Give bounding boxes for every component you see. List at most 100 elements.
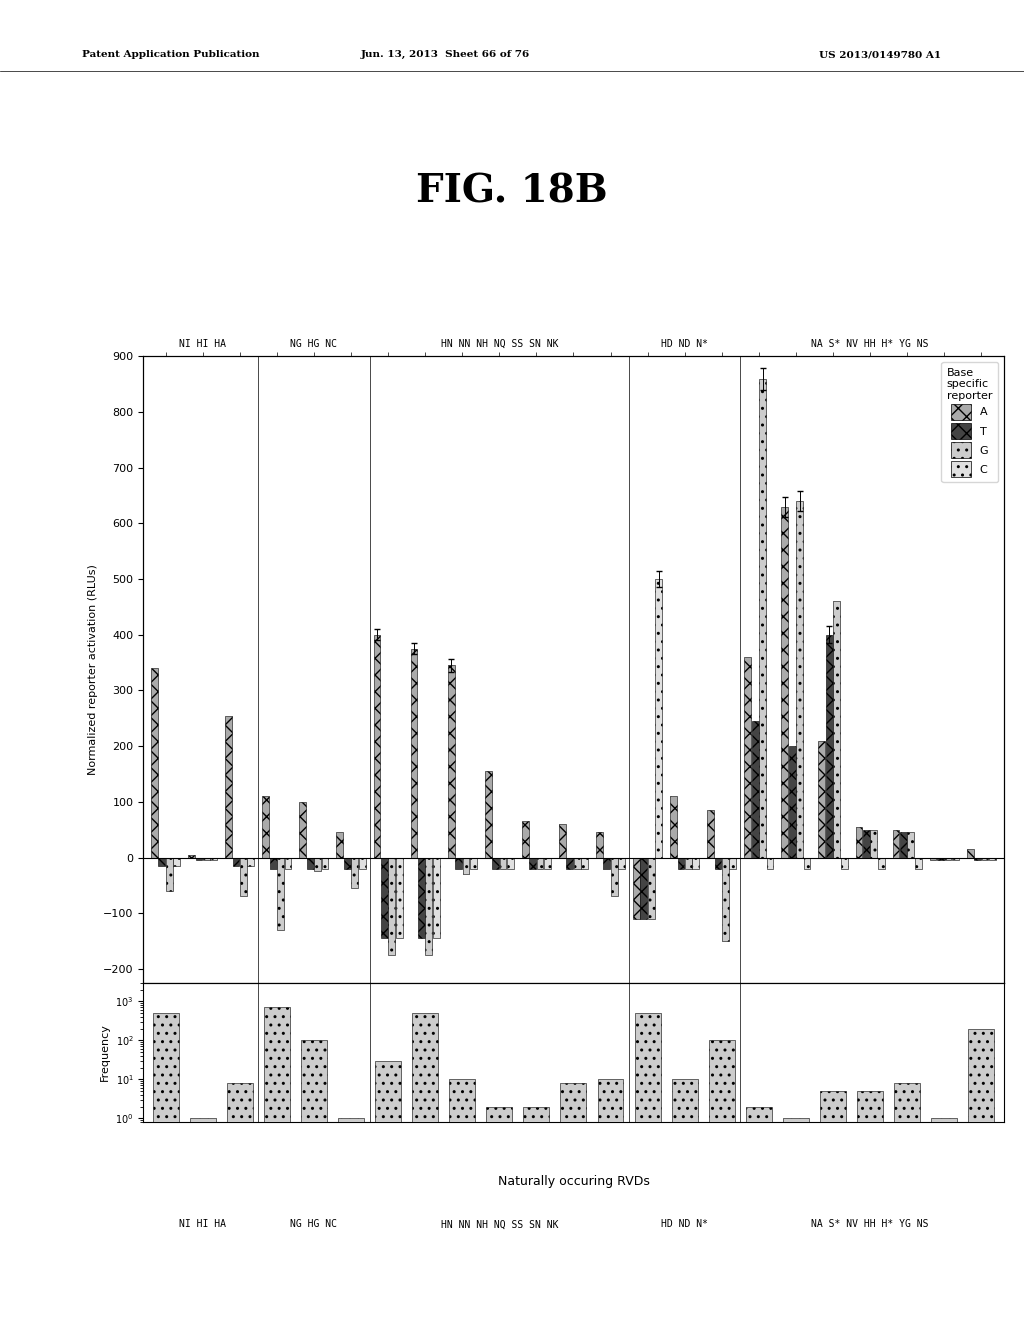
Bar — [537, 858, 544, 869]
Bar — [900, 833, 907, 858]
Bar — [173, 858, 180, 866]
Bar — [729, 858, 736, 869]
Bar — [834, 602, 840, 858]
Bar — [418, 858, 425, 939]
Bar — [225, 715, 232, 858]
Text: NA S* NV HH H* YG NS: NA S* NV HH H* YG NS — [811, 1220, 929, 1229]
Bar — [618, 858, 625, 869]
Bar — [857, 1092, 883, 1320]
Text: Naturally occuring RVDs: Naturally occuring RVDs — [498, 1175, 649, 1188]
Bar — [358, 858, 366, 869]
Text: Jun. 13, 2013  Sheet 66 of 76: Jun. 13, 2013 Sheet 66 of 76 — [360, 50, 530, 59]
Bar — [337, 833, 343, 858]
Bar — [566, 858, 573, 869]
Bar — [486, 1106, 512, 1320]
Bar — [559, 824, 565, 858]
Text: FIG. 18B: FIG. 18B — [416, 173, 608, 210]
Bar — [692, 858, 699, 869]
Bar — [752, 721, 759, 858]
Bar — [930, 858, 937, 861]
Bar — [159, 858, 165, 866]
Text: HN NN NH NQ SS SN NK: HN NN NH NQ SS SN NK — [440, 1220, 558, 1229]
Text: NG HG NC: NG HG NC — [291, 1220, 338, 1229]
Bar — [633, 858, 640, 919]
Bar — [610, 858, 617, 896]
Bar — [759, 379, 766, 858]
Bar — [314, 858, 322, 871]
Bar — [240, 858, 247, 896]
Bar — [855, 826, 862, 858]
Bar — [982, 858, 988, 861]
Bar — [804, 858, 810, 869]
Bar — [944, 858, 951, 861]
Bar — [388, 858, 395, 954]
Bar — [500, 858, 507, 869]
Bar — [767, 858, 773, 869]
Bar — [269, 858, 276, 869]
Bar — [989, 858, 995, 861]
Bar — [863, 830, 869, 858]
Bar — [841, 858, 848, 869]
Bar — [788, 746, 796, 858]
Bar — [299, 801, 306, 858]
Bar — [166, 858, 173, 891]
Bar — [937, 858, 944, 861]
Bar — [722, 858, 729, 941]
Bar — [670, 796, 677, 858]
Bar — [210, 858, 217, 861]
Bar — [685, 858, 692, 869]
Bar — [226, 1082, 253, 1320]
Bar — [484, 771, 492, 858]
Bar — [573, 858, 581, 869]
Bar — [412, 1014, 438, 1320]
Bar — [969, 1028, 994, 1320]
Bar — [907, 833, 914, 858]
Bar — [820, 1092, 846, 1320]
Text: NG HG NC: NG HG NC — [291, 339, 338, 348]
Bar — [375, 1061, 401, 1320]
Bar — [894, 1082, 921, 1320]
Bar — [781, 507, 788, 858]
Bar — [248, 858, 254, 866]
Bar — [745, 1106, 772, 1320]
Bar — [493, 858, 499, 869]
Bar — [433, 858, 439, 939]
Text: HD ND N*: HD ND N* — [662, 1220, 709, 1229]
Bar — [783, 1118, 809, 1320]
Bar — [455, 858, 462, 869]
Y-axis label: Frequency: Frequency — [99, 1023, 110, 1081]
Bar — [709, 1040, 734, 1320]
Bar — [278, 858, 284, 929]
Bar — [914, 858, 922, 869]
Text: NI HI HA: NI HI HA — [179, 1220, 226, 1229]
Bar — [307, 858, 313, 869]
Bar — [708, 810, 714, 858]
Bar — [603, 858, 610, 869]
Bar — [974, 858, 981, 861]
Bar — [672, 1080, 697, 1320]
Bar — [523, 1106, 549, 1320]
Bar — [344, 858, 350, 869]
Bar — [952, 858, 958, 861]
Legend: A, T, G, C: A, T, G, C — [941, 362, 998, 483]
Bar — [374, 635, 380, 858]
Bar — [582, 858, 588, 869]
Text: Patent Application Publication: Patent Application Publication — [82, 50, 259, 59]
Bar — [411, 648, 418, 858]
Bar — [878, 858, 885, 869]
Bar — [893, 830, 899, 858]
Bar — [655, 579, 663, 858]
Bar — [447, 665, 455, 858]
Bar — [529, 858, 537, 869]
Bar — [188, 855, 195, 858]
Text: NA S* NV HH H* YG NS: NA S* NV HH H* YG NS — [811, 339, 929, 348]
Bar — [596, 833, 603, 858]
Bar — [425, 858, 432, 954]
Bar — [152, 668, 158, 858]
Bar — [648, 858, 654, 919]
Bar — [153, 1014, 178, 1320]
Bar — [598, 1080, 624, 1320]
Bar — [507, 858, 514, 869]
Text: US 2013/0149780 A1: US 2013/0149780 A1 — [819, 50, 941, 59]
Bar — [678, 858, 684, 869]
